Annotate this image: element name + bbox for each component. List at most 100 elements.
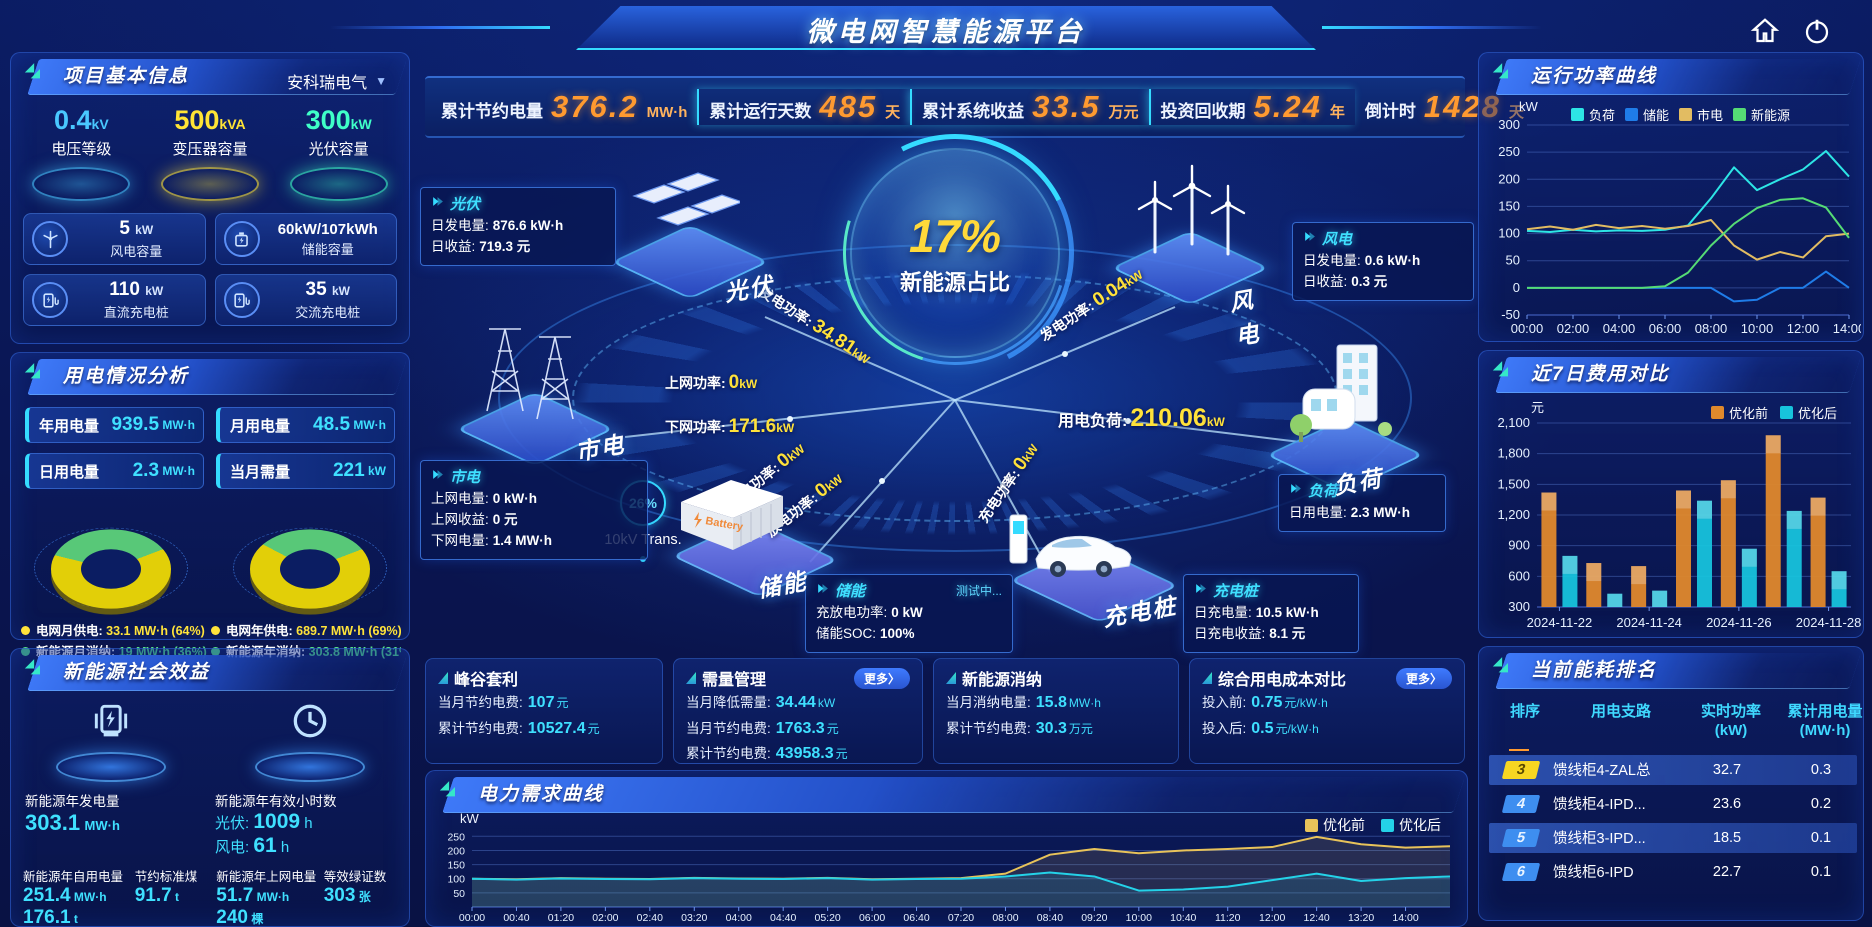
more-button[interactable]: 更多〉 (1395, 667, 1452, 689)
info-box-rows: 充放电功率: 0 kW 储能SOC: 100% (816, 603, 1002, 645)
power-cell: 18.5 (1712, 829, 1742, 846)
info-box-title-row: 市电 (431, 466, 637, 487)
chip-value: 221 (332, 460, 365, 481)
hours-line: 风电: 61 h (215, 834, 395, 858)
titlebar: 微电网智慧能源平台 (0, 0, 1872, 56)
pedestal-unit: kW (350, 116, 372, 132)
building-icon (1290, 344, 1392, 442)
benefit-row-value: 34.44 (775, 694, 816, 711)
pedestal-glow-disc (289, 167, 388, 201)
legend-label: 优化前 (1728, 406, 1768, 421)
svg-text:04:40: 04:40 (770, 912, 796, 924)
info-box-title: 市电 (450, 469, 481, 486)
ranking-header: 当前能耗排名 (1487, 653, 1861, 689)
svg-text:0: 0 (1513, 280, 1520, 295)
more-button[interactable]: 更多〉 (853, 667, 910, 689)
svg-text:12:40: 12:40 (1303, 912, 1329, 924)
benefit-row-value: 15.8 (1035, 694, 1067, 711)
pedestal-value: 300kW (305, 105, 372, 135)
branch-cell: 馈线柜6-IPD (1553, 865, 1634, 881)
svg-text:300: 300 (1498, 117, 1520, 132)
stat-label: 等效绿证数 (323, 870, 387, 884)
card-content: 60kW/107kWh 储能容量 (268, 221, 389, 258)
legend-swatch (1733, 108, 1747, 121)
stat-unit: MW·h (253, 890, 290, 904)
svg-text:00:40: 00:40 (503, 912, 529, 924)
kpi-label: 累计运行天数 (709, 102, 812, 121)
card-unit: kW (135, 223, 154, 237)
legend-swatch (1625, 108, 1639, 121)
stat-value: 251.4 MW·h (23, 885, 107, 906)
wind-turbines-icon (1137, 164, 1246, 256)
svg-text:250: 250 (447, 831, 465, 843)
svg-text:250: 250 (1498, 144, 1520, 159)
info-box-value: 0 元 (492, 511, 518, 527)
svg-text:100: 100 (447, 874, 465, 886)
card-content: 110 kW 直流充电桩 (76, 279, 197, 321)
svg-text:06:00: 06:00 (859, 912, 885, 924)
info-box-row: 日发电量: 0.6 kW·h (1303, 253, 1421, 268)
table-row[interactable]: 6 馈线柜6-IPD 22.7 0.1 (1489, 857, 1857, 881)
info-box-row: 日充电量: 10.5 kW·h (1194, 605, 1319, 620)
title-decoration-right (1322, 26, 1542, 29)
company-select[interactable]: 安科瑞电气 ▼ (287, 69, 387, 93)
table-row[interactable]: 4 馈线柜4-IPD... 23.6 0.2 (1489, 789, 1857, 819)
arrow-icon (1305, 232, 1315, 241)
table-row[interactable]: 5 馈线柜3-IPD... 18.5 0.1 (1489, 822, 1857, 853)
power-icon[interactable] (1802, 16, 1832, 46)
stat-label: 新能源年上网电量 (216, 870, 317, 884)
power-towers-icon (486, 328, 574, 420)
kpi-bar: 累计节约电量 376.2 MW·h 累计运行天数 485 天累计系统收益 33.5 万元 投资回… (425, 76, 1524, 138)
rank-badge: 6 (1501, 862, 1541, 881)
stat-label: 节约标准煤 (134, 870, 198, 884)
svg-text:1,500: 1,500 (1497, 476, 1530, 491)
card-label: 储能容量 (301, 241, 354, 257)
svg-text:100: 100 (1498, 226, 1520, 241)
demand-curve-panel: 电力需求曲线 kW 优化前 优化后 50 100 150 200 250 00:00 00:4… (425, 770, 1468, 927)
svg-text:150: 150 (447, 860, 465, 872)
info-box-title: 储能 (835, 583, 866, 600)
home-icon[interactable] (1750, 16, 1780, 46)
info-box-row: 储能SOC: 100% (816, 625, 915, 641)
col-branch: 用电支路 (1590, 703, 1651, 720)
page-title: 微电网智慧能源平台 (806, 17, 1086, 47)
svg-text:02:00: 02:00 (1557, 321, 1590, 336)
stat-value: 303 张 (323, 885, 371, 906)
usage-stat-chip: 日用电量 2.3 MW·h (25, 453, 204, 489)
card-label: 交流充电桩 (295, 305, 361, 320)
svg-text:10:00: 10:00 (1126, 912, 1152, 924)
info-box-row: 日充电收益: 8.1 元 (1194, 625, 1306, 641)
card-content: 5 kW 风电容量 (76, 218, 197, 260)
legend-swatch (1305, 818, 1318, 832)
stat-label: 新能源年自用电量 (23, 870, 124, 884)
panel-title: 项目基本信息 (63, 66, 190, 87)
legend-row: 电网年供电: 689.7 MW·h (69%) (211, 621, 401, 642)
svg-text:10:40: 10:40 (1170, 912, 1196, 924)
donut-chart (50, 529, 171, 609)
info-box-title: 负荷 (1308, 483, 1339, 500)
info-box-row: 日收益: 719.3 元 (431, 238, 531, 254)
info-box-value: 0.6 kW·h (1364, 253, 1421, 268)
table-row[interactable]: 3 馈线柜4-ZAL总 32.7 0.3 (1489, 754, 1857, 785)
info-box-value: 0 kW (891, 605, 923, 620)
chip-unit: MW·h (350, 418, 386, 432)
rank-badge: 5 (1501, 828, 1541, 847)
flow-load: 用电负荷: 210.06kW (1058, 404, 1225, 432)
supply-donut (26, 503, 196, 615)
info-box-title: 光伏 (450, 196, 481, 213)
kpi-item: 投资回收期 5.24 年 (1148, 89, 1355, 125)
stat-unit: t (70, 912, 78, 926)
node-storage: Battery 储能 (665, 462, 845, 612)
legend-row: 电网月供电: 33.1 MW·h (64%) (21, 621, 211, 642)
rank-badge: 4 (1501, 794, 1541, 813)
panel-corner-icon (24, 363, 40, 379)
info-box-row: 日用电量: 2.3 MW·h (1289, 505, 1411, 520)
svg-text:03:20: 03:20 (681, 912, 707, 924)
energy-cell: 0.3 (1810, 761, 1832, 778)
legend-item: 新能源 (1733, 105, 1790, 124)
branch-cell: 馈线柜3-IPD... (1553, 831, 1646, 847)
stat-value: 176.1 t (23, 907, 78, 927)
panel-title: 当前能耗排名 (1531, 660, 1658, 681)
